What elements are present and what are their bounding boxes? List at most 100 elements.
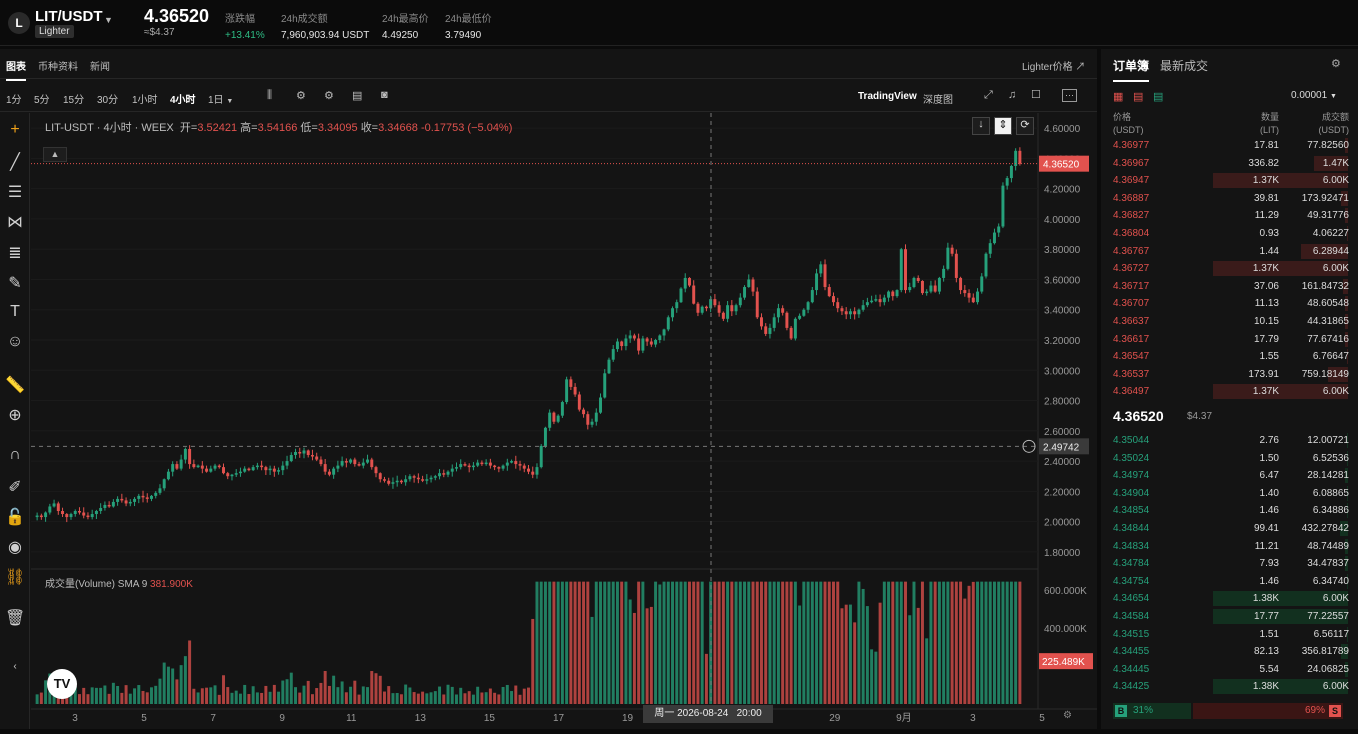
layout-icon[interactable]: ▤ xyxy=(352,90,363,102)
candle-body xyxy=(247,468,251,471)
interval-1d[interactable]: 1日 ▼ xyxy=(208,95,234,106)
candle-body xyxy=(238,471,242,474)
emoji-icon[interactable]: ☺ xyxy=(6,333,24,350)
text-icon[interactable]: T xyxy=(10,303,20,320)
bid-row[interactable]: 4.34784 7.93 34.47837 xyxy=(1101,555,1358,572)
pattern-icon[interactable]: ⋈ xyxy=(7,214,23,231)
candle-body xyxy=(641,338,645,351)
volume-bar xyxy=(844,604,848,704)
chart-background xyxy=(31,113,1097,729)
more-icon[interactable]: ⋯ xyxy=(1062,89,1077,102)
view-tradingview[interactable]: TradingView xyxy=(858,91,917,102)
interval-30m[interactable]: 30分 xyxy=(97,95,119,106)
ask-row[interactable]: 4.36887 39.81 173.92471 xyxy=(1101,190,1358,207)
tab-latest-trades[interactable]: 最新成交 xyxy=(1160,59,1209,73)
collapse-legend-button[interactable]: ▲ xyxy=(43,147,67,162)
settings-icon[interactable]: ⚙ xyxy=(1331,58,1341,70)
crosshair-icon[interactable]: + xyxy=(10,121,20,138)
tab-orderbook[interactable]: 订单簿 xyxy=(1113,57,1150,82)
pair-symbol[interactable]: LIT/USDT xyxy=(35,8,103,25)
candle-body xyxy=(522,465,526,469)
fit-icon[interactable]: ⇕ xyxy=(994,117,1012,135)
ask-row[interactable]: 4.36727 1.37K 6.00K xyxy=(1101,260,1358,277)
bid-row[interactable]: 4.34754 1.46 6.34740 xyxy=(1101,573,1358,590)
candle-body xyxy=(120,498,124,501)
candle-body xyxy=(870,300,874,303)
bid-row[interactable]: 4.35044 2.76 12.00721 xyxy=(1101,432,1358,449)
candle-body xyxy=(243,468,247,472)
row-price: 4.35044 xyxy=(1113,435,1150,446)
book-mode-bids-icon[interactable]: ▤ xyxy=(1153,91,1164,103)
ask-row[interactable]: 4.36547 1.55 6.76647 xyxy=(1101,348,1358,365)
indicator-icon[interactable]: ⚙ xyxy=(296,90,306,102)
candle-body xyxy=(421,479,425,481)
bid-row[interactable]: 4.35024 1.50 6.52536 xyxy=(1101,450,1358,467)
tab-coin-info[interactable]: 币种资料 xyxy=(38,62,78,73)
interval-15m[interactable]: 15分 xyxy=(63,95,85,106)
ask-row[interactable]: 4.36717 37.06 161.84732 xyxy=(1101,278,1358,295)
fullscreen-icon[interactable]: ⤢ xyxy=(984,89,993,101)
trendline-icon[interactable]: ╱ xyxy=(10,154,20,171)
ask-row[interactable]: 4.36707 11.13 48.60548 xyxy=(1101,295,1358,312)
interval-1m[interactable]: 1分 xyxy=(6,95,22,106)
candlestick-chart[interactable]: 4.600004.400004.200004.000003.800003.600… xyxy=(31,113,1097,729)
bid-row[interactable]: 4.34834 11.21 48.74489 xyxy=(1101,538,1358,555)
bid-row[interactable]: 4.34445 5.54 24.06825 xyxy=(1101,661,1358,678)
ask-row[interactable]: 4.36804 0.93 4.06227 xyxy=(1101,225,1358,242)
book-mode-both-icon[interactable]: ▦ xyxy=(1113,91,1124,103)
bid-row[interactable]: 4.34844 99.41 432.27842 xyxy=(1101,520,1358,537)
chart-svg[interactable]: 4.600004.400004.200004.000003.800003.600… xyxy=(31,113,1097,729)
tab-news[interactable]: 新闻 xyxy=(90,62,110,73)
settings-icon[interactable]: ⚙ xyxy=(324,90,334,102)
ask-row[interactable]: 4.36537 173.91 759.18149 xyxy=(1101,366,1358,383)
ask-row[interactable]: 4.36637 10.15 44.31865 xyxy=(1101,313,1358,330)
bid-row[interactable]: 4.34455 82.13 356.81789 xyxy=(1101,643,1358,660)
bid-row[interactable]: 4.34904 1.40 6.08865 xyxy=(1101,485,1358,502)
ask-row[interactable]: 4.36767 1.44 6.28944 xyxy=(1101,243,1358,260)
settings-icon[interactable]: ⚙ xyxy=(1063,710,1072,721)
row-price: 4.34654 xyxy=(1113,593,1150,605)
trash-icon[interactable]: 🗑 xyxy=(5,610,26,627)
interval-1h[interactable]: 1小时 xyxy=(132,95,158,106)
magnet-icon[interactable]: ∩ xyxy=(9,446,21,463)
reset-icon[interactable]: ⟳ xyxy=(1016,117,1034,135)
brush-icon[interactable]: ✎ xyxy=(8,275,22,292)
link-icon[interactable]: ⛓ xyxy=(5,569,26,586)
stat-change: 涨跌幅 +13.41% xyxy=(225,14,265,41)
ask-row[interactable]: 4.36977 17.81 77.82560 xyxy=(1101,137,1358,154)
bid-row[interactable]: 4.34654 1.38K 6.00K xyxy=(1101,590,1358,607)
bid-row[interactable]: 4.34854 1.46 6.34886 xyxy=(1101,502,1358,519)
lock-icon[interactable]: 🔓 xyxy=(5,509,25,526)
bid-row[interactable]: 4.34974 6.47 28.14281 xyxy=(1101,467,1358,484)
interval-5m[interactable]: 5分 xyxy=(34,95,50,106)
price-source-link[interactable]: Lighter价格 ↗ xyxy=(1022,62,1086,73)
collapse-icon[interactable]: ‹ xyxy=(13,661,17,672)
candle-type-icon[interactable]: ⫼ xyxy=(267,89,273,101)
precision-select[interactable]: 0.00001 ▼ xyxy=(1291,90,1337,101)
ask-row[interactable]: 4.36617 17.79 77.67416 xyxy=(1101,331,1358,348)
view-depth[interactable]: 深度图 xyxy=(923,95,953,106)
ask-row[interactable]: 4.36947 1.37K 6.00K xyxy=(1101,172,1358,189)
camera-icon[interactable]: ◙ xyxy=(381,89,388,101)
zoom-in-icon[interactable]: ⊕ xyxy=(8,407,22,424)
eye-icon[interactable]: ◉ xyxy=(8,539,22,556)
ask-row[interactable]: 4.36827 11.29 49.31776 xyxy=(1101,207,1358,224)
book-mode-asks-icon[interactable]: ▤ xyxy=(1133,91,1144,103)
chevron-down-icon[interactable]: ▼ xyxy=(104,15,113,25)
depth-bar xyxy=(1345,314,1348,329)
fib-icon[interactable]: ≣ xyxy=(8,245,22,262)
download-icon[interactable]: ↓ xyxy=(972,117,990,135)
ask-row[interactable]: 4.36497 1.37K 6.00K xyxy=(1101,383,1358,400)
bid-row[interactable]: 4.34515 1.51 6.56117 xyxy=(1101,626,1358,643)
square-icon[interactable]: ☐ xyxy=(1031,89,1041,101)
bid-row[interactable]: 4.34425 1.38K 6.00K xyxy=(1101,678,1358,695)
pencil-lock-icon[interactable]: ✐ xyxy=(8,479,22,496)
tab-chart[interactable]: 图表 xyxy=(6,58,26,81)
bid-row[interactable]: 4.34584 17.77 77.22557 xyxy=(1101,608,1358,625)
ask-row[interactable]: 4.36967 336.82 1.47K xyxy=(1101,155,1358,172)
horizontal-lines-icon[interactable]: ☰ xyxy=(7,184,23,201)
ruler-icon[interactable]: 📏 xyxy=(5,377,25,394)
bell-icon[interactable]: ♫ xyxy=(1008,89,1017,101)
volume-tick-label: 600.000K xyxy=(1044,586,1087,597)
interval-4h[interactable]: 4小时 xyxy=(170,95,196,106)
